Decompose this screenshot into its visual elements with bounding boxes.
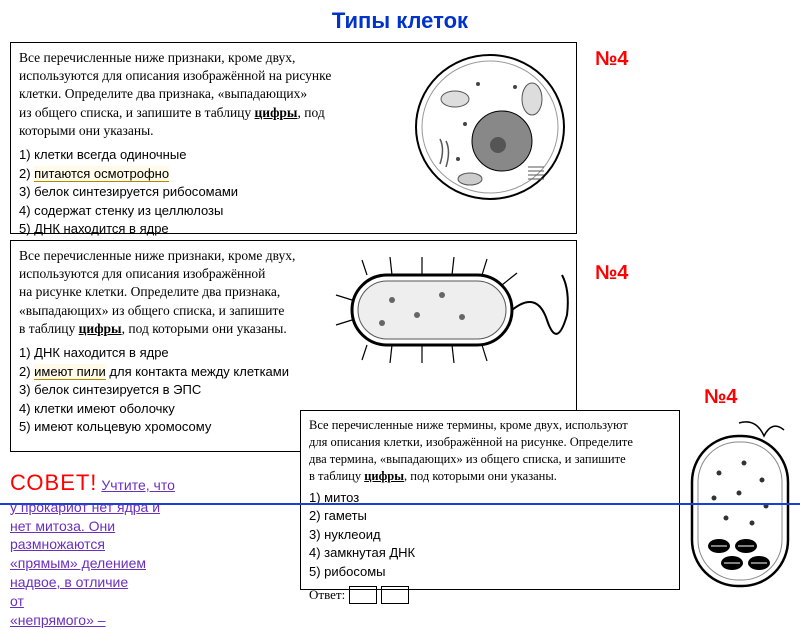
p3-l4a: в таблицу: [309, 469, 364, 483]
label-n4-2: №4: [595, 262, 628, 285]
label-n4-3: №4: [704, 386, 737, 409]
p3-l1: Все перечисленные ниже термины, кроме дв…: [309, 418, 628, 432]
advice-header: СОВЕТ!: [10, 470, 97, 495]
list-item: 5) ДНК находится в ядре: [19, 220, 568, 238]
panel2-intro: Все перечисленные ниже признаки, кроме д…: [19, 247, 324, 338]
answer-box-1[interactable]: [349, 586, 377, 604]
list-item: 5) рибосомы: [309, 563, 671, 581]
page-title: Типы клеток: [0, 0, 800, 40]
panel-3: Все перечисленные ниже термины, кроме дв…: [300, 410, 680, 590]
title-text: Типы клеток: [332, 8, 468, 33]
p2-l5b: , под которыми они указаны.: [122, 321, 287, 336]
panel3-intro: Все перечисленные ниже термины, кроме дв…: [309, 417, 671, 485]
p2-l1: Все перечисленные ниже признаки, кроме д…: [19, 248, 295, 263]
panel-1: Все перечисленные ниже признаки, кроме д…: [10, 42, 577, 234]
eukaryote-cell-icon: [410, 49, 570, 204]
answer-row: Ответ:: [309, 586, 671, 604]
list-item: 3) нуклеоид: [309, 526, 671, 544]
list-item: 3) белок синтезируется в ЭПС: [19, 381, 568, 399]
p1-intro-word: цифры: [255, 105, 298, 120]
p3-l2: для описания клетки, изображённой на рис…: [309, 435, 633, 449]
p3-l4b: , под которыми они указаны.: [404, 469, 557, 483]
list-item: 4) содержат стенку из целлюлозы: [19, 202, 568, 220]
p2-l4: «выпадающих» из общего списка, и запишит…: [19, 303, 284, 318]
advice-block: СОВЕТ! Учтите, что у прокариот нет ядра …: [10, 468, 285, 630]
answer-label: Ответ:: [309, 586, 345, 604]
p1-intro-l4: из общего списка, и запишите в таблицу: [19, 105, 255, 120]
advice-link[interactable]: Учтите, что у прокариот нет ядра и нет м…: [10, 477, 175, 628]
p2-l5a: в таблицу: [19, 321, 79, 336]
panel1-intro: Все перечисленные ниже признаки, кроме д…: [19, 49, 354, 140]
list-item: 4) замкнутая ДНК: [309, 544, 671, 562]
p2-word: цифры: [79, 321, 122, 336]
label-n4-1: №4: [595, 48, 628, 71]
p3-l3: два термина, «выпадающих» из общего спис…: [309, 452, 626, 466]
answer-box-2[interactable]: [381, 586, 409, 604]
list-item: 2) гаметы: [309, 507, 671, 525]
bacterium-pili-icon: [322, 245, 572, 375]
p3-word: цифры: [364, 469, 404, 483]
p2-l2: используются для описания изображённой: [19, 266, 265, 281]
p1-intro-l1: Все перечисленные ниже признаки, кроме д…: [19, 50, 295, 65]
p1-intro-l2: используются для описания изображённой н…: [19, 68, 331, 83]
p2-l3: на рисунке клетки. Определите два призна…: [19, 284, 280, 299]
p1-intro-l3: клетки. Определите два признака, «выпада…: [19, 86, 307, 101]
prokaryote-cell-icon: [684, 418, 799, 593]
